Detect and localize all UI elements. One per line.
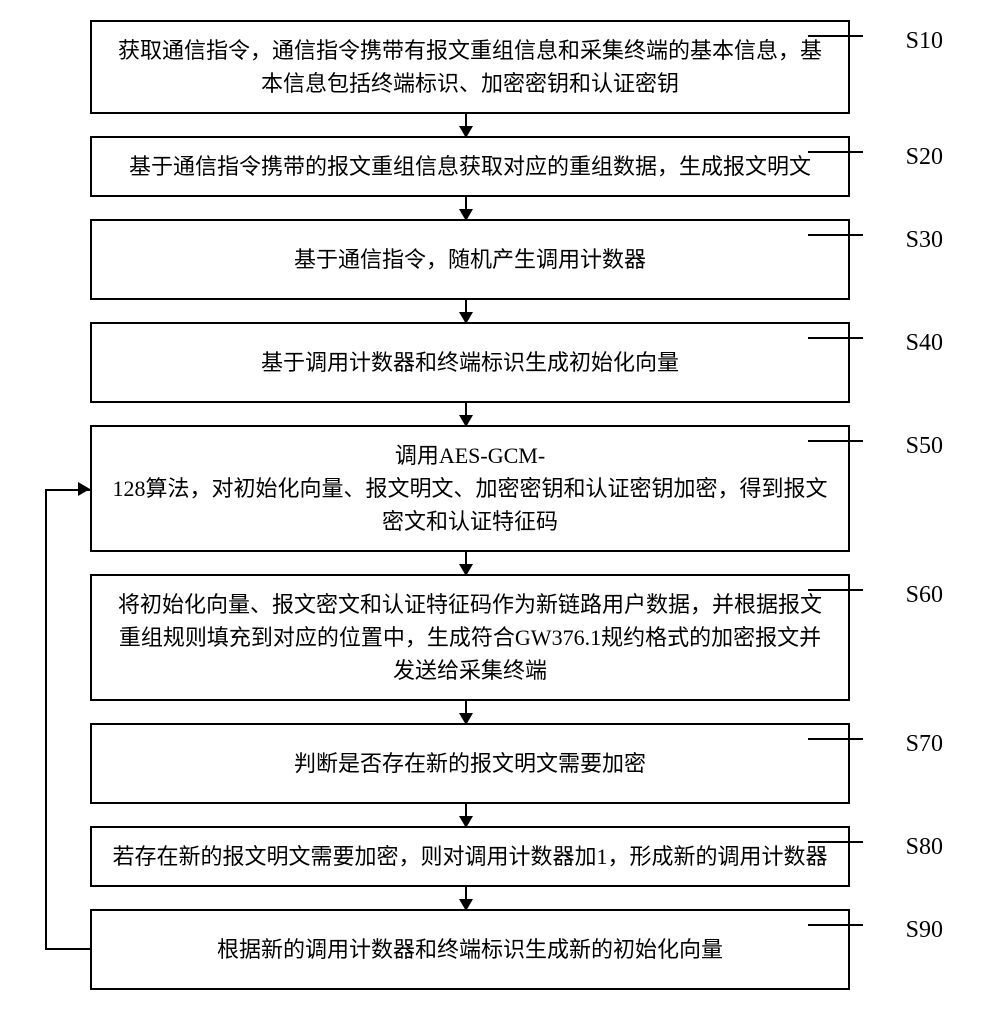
step-box-s50: 调用AES-GCM-128算法，对初始化向量、报文明文、加密密钥和认证密钥加密，…	[90, 425, 850, 552]
step-row: 调用AES-GCM-128算法，对初始化向量、报文明文、加密密钥和认证密钥加密，…	[20, 425, 973, 552]
step-box-s30: 基于通信指令，随机产生调用计数器	[90, 219, 850, 300]
arrow-down	[465, 804, 467, 826]
step-text: 判断是否存在新的报文明文需要加密	[294, 751, 646, 776]
label-connector	[808, 738, 863, 740]
step-text: 基于通信指令携带的报文重组信息获取对应的重组数据，生成报文明文	[129, 154, 811, 179]
step-box-s90: 根据新的调用计数器和终端标识生成新的初始化向量	[90, 909, 850, 990]
step-row: 若存在新的报文明文需要加密，则对调用计数器加1，形成新的调用计数器 S80	[20, 826, 973, 887]
arrow-down	[465, 701, 467, 723]
step-row: 判断是否存在新的报文明文需要加密 S70	[20, 723, 973, 804]
label-connector	[808, 841, 863, 843]
step-label: S30	[906, 227, 943, 254]
step-text: 若存在新的报文明文需要加密，则对调用计数器加1，形成新的调用计数器	[112, 844, 827, 869]
arrow-down	[465, 887, 467, 909]
step-label: S10	[906, 28, 943, 55]
step-text: 基于调用计数器和终端标识生成初始化向量	[261, 350, 679, 375]
label-connector	[808, 151, 863, 153]
step-box-s20: 基于通信指令携带的报文重组信息获取对应的重组数据，生成报文明文	[90, 136, 850, 197]
step-row: 将初始化向量、报文密文和认证特征码作为新链路用户数据，并根据报文重组规则填充到对…	[20, 574, 973, 701]
step-text: 调用AES-GCM-128算法，对初始化向量、报文明文、加密密钥和认证密钥加密，…	[112, 443, 827, 534]
step-text: 根据新的调用计数器和终端标识生成新的初始化向量	[217, 937, 723, 962]
arrow-down	[465, 114, 467, 136]
step-row: 获取通信指令，通信指令携带有报文重组信息和采集终端的基本信息，基本信息包括终端标…	[20, 20, 973, 114]
arrow-down	[465, 300, 467, 322]
label-connector	[808, 35, 863, 37]
loopback-arrow-icon	[78, 482, 90, 496]
step-label: S80	[906, 834, 943, 861]
step-text: 基于通信指令，随机产生调用计数器	[294, 247, 646, 272]
step-box-s60: 将初始化向量、报文密文和认证特征码作为新链路用户数据，并根据报文重组规则填充到对…	[90, 574, 850, 701]
step-box-s10: 获取通信指令，通信指令携带有报文重组信息和采集终端的基本信息，基本信息包括终端标…	[90, 20, 850, 114]
step-row: 基于通信指令，随机产生调用计数器 S30	[20, 219, 973, 300]
label-connector	[808, 337, 863, 339]
arrow-down	[465, 552, 467, 574]
step-box-s70: 判断是否存在新的报文明文需要加密	[90, 723, 850, 804]
step-text: 将初始化向量、报文密文和认证特征码作为新链路用户数据，并根据报文重组规则填充到对…	[118, 592, 822, 683]
step-text: 获取通信指令，通信指令携带有报文重组信息和采集终端的基本信息，基本信息包括终端标…	[118, 38, 822, 96]
label-connector	[808, 924, 863, 926]
step-row: 基于通信指令携带的报文重组信息获取对应的重组数据，生成报文明文 S20	[20, 136, 973, 197]
step-row: 根据新的调用计数器和终端标识生成新的初始化向量 S90	[20, 909, 973, 990]
step-box-s80: 若存在新的报文明文需要加密，则对调用计数器加1，形成新的调用计数器	[90, 826, 850, 887]
label-connector	[808, 234, 863, 236]
label-connector	[808, 589, 863, 591]
step-label: S20	[906, 144, 943, 171]
arrow-down	[465, 197, 467, 219]
step-label: S50	[906, 433, 943, 460]
step-label: S70	[906, 731, 943, 758]
step-label: S60	[906, 582, 943, 609]
step-label: S90	[906, 917, 943, 944]
arrow-down	[465, 403, 467, 425]
flowchart-container: 获取通信指令，通信指令携带有报文重组信息和采集终端的基本信息，基本信息包括终端标…	[20, 20, 973, 990]
loopback-line	[45, 489, 90, 950]
step-box-s40: 基于调用计数器和终端标识生成初始化向量	[90, 322, 850, 403]
step-label: S40	[906, 330, 943, 357]
label-connector	[808, 440, 863, 442]
step-row: 基于调用计数器和终端标识生成初始化向量 S40	[20, 322, 973, 403]
